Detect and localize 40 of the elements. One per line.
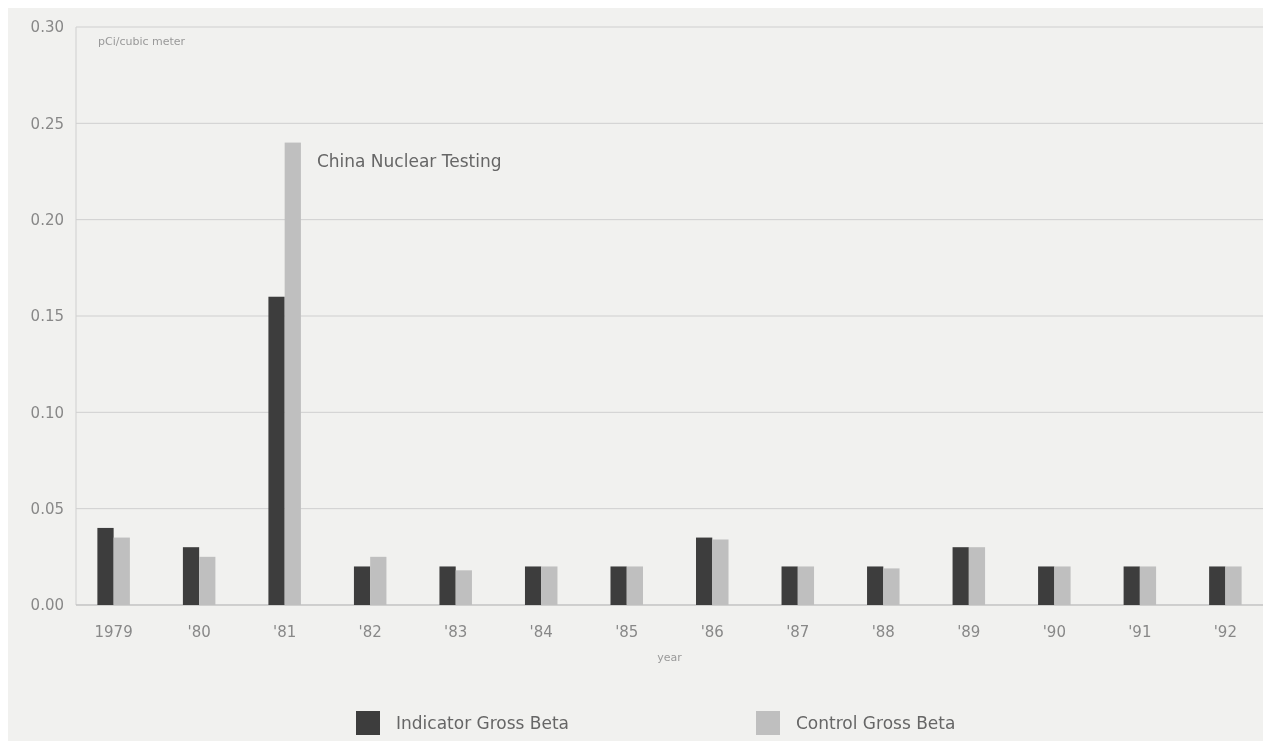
- bar: [1209, 566, 1226, 605]
- bar: [610, 566, 627, 605]
- y-tick-label: 0.15: [30, 307, 64, 326]
- y-axis-title: pCi/cubic meter: [98, 35, 186, 48]
- y-tick-label: 0.00: [30, 596, 64, 615]
- bar: [97, 527, 114, 605]
- x-tick-label: '86: [700, 623, 724, 641]
- bar: [696, 537, 713, 605]
- x-tick-label: '80: [187, 623, 211, 641]
- x-tick-label: '83: [444, 623, 468, 641]
- x-tick-label: '91: [1128, 623, 1152, 641]
- x-axis-title: year: [657, 651, 683, 664]
- x-tick-label: '87: [786, 623, 810, 641]
- bar: [268, 296, 285, 605]
- x-tick-label: '88: [871, 623, 895, 641]
- y-tick-label: 0.10: [30, 403, 64, 422]
- bar: [182, 547, 200, 605]
- x-tick-label: '82: [358, 623, 382, 641]
- bar: [439, 566, 456, 605]
- y-tick-label: 0.20: [30, 210, 64, 229]
- x-tick-label: 1979: [94, 623, 133, 641]
- x-tick-label: '85: [615, 623, 639, 641]
- legend-label: Control Gross Beta: [796, 712, 956, 733]
- x-tick-label: '90: [1042, 623, 1066, 641]
- bar: [1038, 566, 1055, 605]
- legend-label: Indicator Gross Beta: [396, 712, 570, 733]
- bar: [524, 566, 542, 605]
- y-tick-label: 0.25: [30, 114, 64, 133]
- y-tick-label: 0.05: [30, 499, 64, 518]
- x-tick-label: '81: [273, 623, 297, 641]
- bar: [353, 566, 371, 605]
- x-tick-label: '84: [529, 623, 553, 641]
- x-tick-label: '89: [957, 623, 981, 641]
- annotation: China Nuclear Testing: [316, 150, 502, 171]
- bar: [952, 547, 969, 605]
- x-tick-label: '92: [1213, 623, 1237, 641]
- bar: [867, 566, 884, 605]
- bar: [1123, 566, 1140, 605]
- y-tick-label: 0.30: [30, 18, 64, 37]
- bar: [781, 566, 798, 605]
